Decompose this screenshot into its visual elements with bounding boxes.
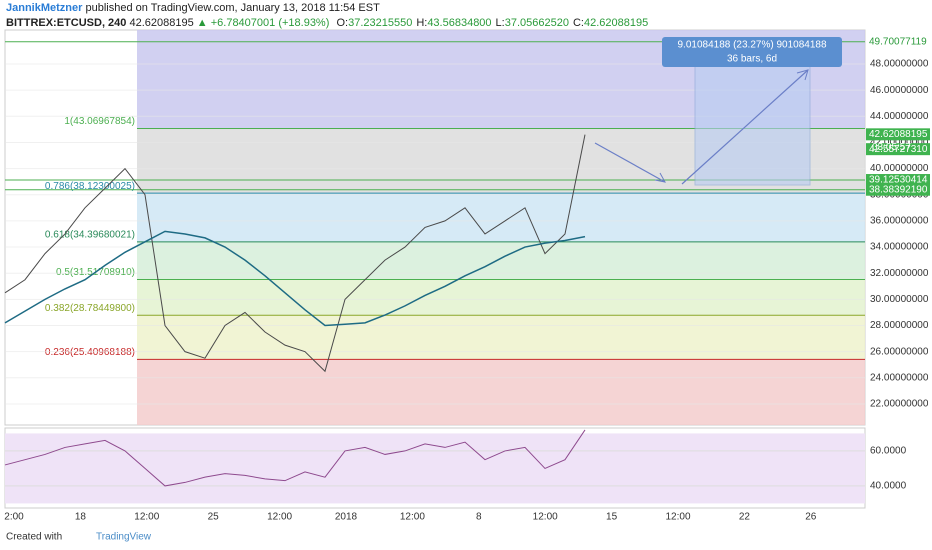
x-tick-label: 25 — [208, 512, 220, 523]
fib-label: 1(43.06967854) — [64, 116, 135, 127]
x-tick-label: 12:00 — [533, 512, 558, 523]
fib-label: 0.236(25.40968188) — [45, 347, 135, 358]
change: ▲ +6.78407001 (+18.93%) — [196, 17, 330, 29]
x-tick-label: 12:00 — [267, 512, 292, 523]
fib-label: 0.382(28.78449800) — [45, 303, 135, 314]
x-tick-label: 22 — [739, 512, 751, 523]
price-tag — [866, 143, 930, 156]
arrow-head — [796, 69, 809, 81]
y-tick-label: 22.00000000 — [870, 399, 929, 410]
ohlc-key: H: — [416, 17, 428, 29]
rsi-tick-label: 60.0000 — [870, 446, 907, 457]
measure-range — [694, 59, 811, 186]
x-tick-label: 8 — [476, 512, 482, 523]
y-tick-label: 26.00000000 — [870, 346, 929, 357]
ohlc-val: 37.05662520 — [504, 17, 569, 29]
x-tick-label: 18 — [75, 512, 87, 523]
symbol: BITTREX:ETCUSD, 240 — [6, 17, 127, 29]
x-tick-label: 12:00 — [400, 512, 425, 523]
fib-band — [137, 279, 865, 316]
arrow — [681, 69, 809, 185]
countdown: 03:05:57 — [872, 142, 911, 153]
price-tag — [866, 128, 930, 141]
x-tick-label: 2:00 — [4, 512, 24, 523]
rsi-tick-label: 40.0000 — [870, 481, 907, 492]
x-tick-label: 15 — [606, 512, 618, 523]
rsi-line — [4, 429, 586, 487]
x-tick-label: 12:00 — [134, 512, 159, 523]
series-line — [4, 134, 586, 373]
ohlc: O:37.23215550 H:43.56834800 L:37.05662520 C… — [332, 17, 648, 29]
fib-label: 0.786(38.12300025) — [45, 181, 135, 192]
y-tick-label: 42.00000000 — [870, 137, 929, 148]
last: 42.62088195 — [129, 17, 194, 29]
y-tick-label: 48.00000000 — [870, 59, 929, 70]
ohlc-val: 42.62088195 — [583, 17, 649, 29]
fib-band — [137, 359, 865, 425]
footer-created: Created with — [6, 532, 62, 543]
ohlc-key: O: — [336, 17, 349, 29]
ohlc-val: 37.23215550 — [348, 17, 413, 29]
measure-text: 36 bars, 6d — [727, 54, 777, 65]
author[interactable]: JannikMetzner — [6, 2, 83, 14]
x-tick-label: 26 — [805, 512, 817, 523]
x-tick-label: 12:00 — [665, 512, 690, 523]
fib-label: 0.618(34.39680021) — [45, 229, 135, 240]
arrow-head — [654, 172, 666, 183]
y-tick-label: 34.00000000 — [870, 242, 929, 253]
symbol-line: BITTREX:ETCUSD, 240 42.62088195 ▲ +6.784… — [6, 17, 648, 29]
price-tag-label: 39.12530414 — [869, 175, 928, 186]
x-tick-label: 2018 — [335, 512, 358, 523]
price-tag-label: 42.55727310 — [869, 144, 928, 155]
y-tick-label: 32.00000000 — [870, 268, 929, 279]
rsi-band — [5, 433, 865, 504]
measure-text: 9.01084188 (23.27%) 901084188 — [677, 40, 826, 51]
ohlc-key: L: — [495, 17, 505, 29]
arrow — [594, 142, 666, 183]
price-tag — [866, 35, 930, 48]
price-tag-label: 42.62088195 — [869, 129, 928, 140]
fib-band — [137, 315, 865, 360]
y-tick-label: 36.00000000 — [870, 216, 929, 227]
footer-brand[interactable]: TradingView — [96, 532, 152, 543]
published: published on TradingView.com, January 13… — [85, 2, 380, 14]
header-line: JannikMetzner published on TradingView.c… — [6, 2, 380, 14]
measure-box — [662, 37, 842, 67]
price-tag — [866, 183, 930, 196]
y-tick-label: 28.00000000 — [870, 320, 929, 331]
ohlc-key: C: — [572, 17, 584, 29]
series-line — [4, 230, 586, 327]
price-tag — [866, 174, 930, 187]
y-tick-label: 46.00000000 — [870, 85, 929, 96]
ohlc-val: 43.56834800 — [427, 17, 492, 29]
y-tick-label: 40.00000000 — [870, 163, 929, 174]
y-tick-label: 30.00000000 — [870, 294, 929, 305]
y-tick-label: 44.00000000 — [870, 111, 929, 122]
price-tag-label: 49.70077119 — [869, 36, 927, 47]
y-tick-label: 24.00000000 — [870, 372, 929, 383]
price-tag-label: 38.38392190 — [869, 184, 928, 195]
fib-band — [137, 193, 865, 242]
